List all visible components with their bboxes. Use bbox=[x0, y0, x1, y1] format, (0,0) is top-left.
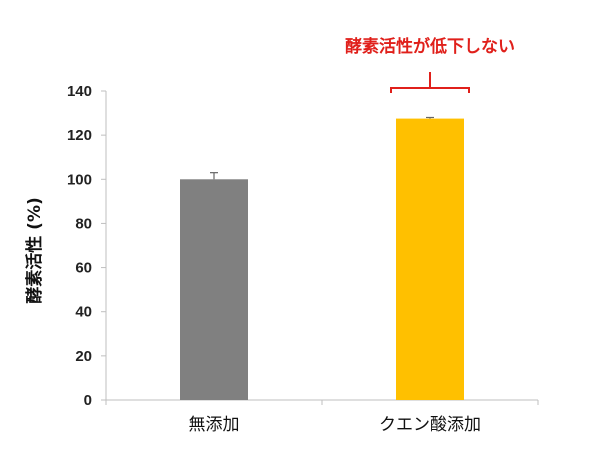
axes bbox=[105, 91, 538, 401]
y-tick-label: 0 bbox=[84, 392, 92, 409]
bars bbox=[180, 116, 464, 400]
y-tick-label: 100 bbox=[67, 171, 92, 188]
category-label-1: クエン酸添加 bbox=[379, 415, 481, 435]
y-tick-label: 140 bbox=[67, 83, 92, 100]
annotation: 酵素活性が低下しない bbox=[345, 36, 515, 93]
bar-0 bbox=[180, 179, 248, 400]
annotation-text: 酵素活性が低下しない bbox=[345, 36, 515, 57]
y-tick-label: 120 bbox=[67, 127, 92, 144]
y-tick-label: 40 bbox=[75, 304, 92, 321]
y-tick-label: 20 bbox=[75, 348, 92, 365]
y-tick-label: 60 bbox=[75, 260, 92, 277]
category-labels: 無添加 クエン酸添加 bbox=[189, 415, 482, 435]
y-axis-label: 酵素活性 (%) bbox=[24, 197, 45, 304]
y-tick-label: 80 bbox=[75, 215, 92, 232]
annotation-bracket bbox=[390, 72, 470, 93]
bar-1 bbox=[396, 118, 464, 400]
category-label-0: 無添加 bbox=[189, 415, 240, 435]
y-ticks: 0 20 40 60 80 100 120 140 bbox=[67, 83, 539, 409]
